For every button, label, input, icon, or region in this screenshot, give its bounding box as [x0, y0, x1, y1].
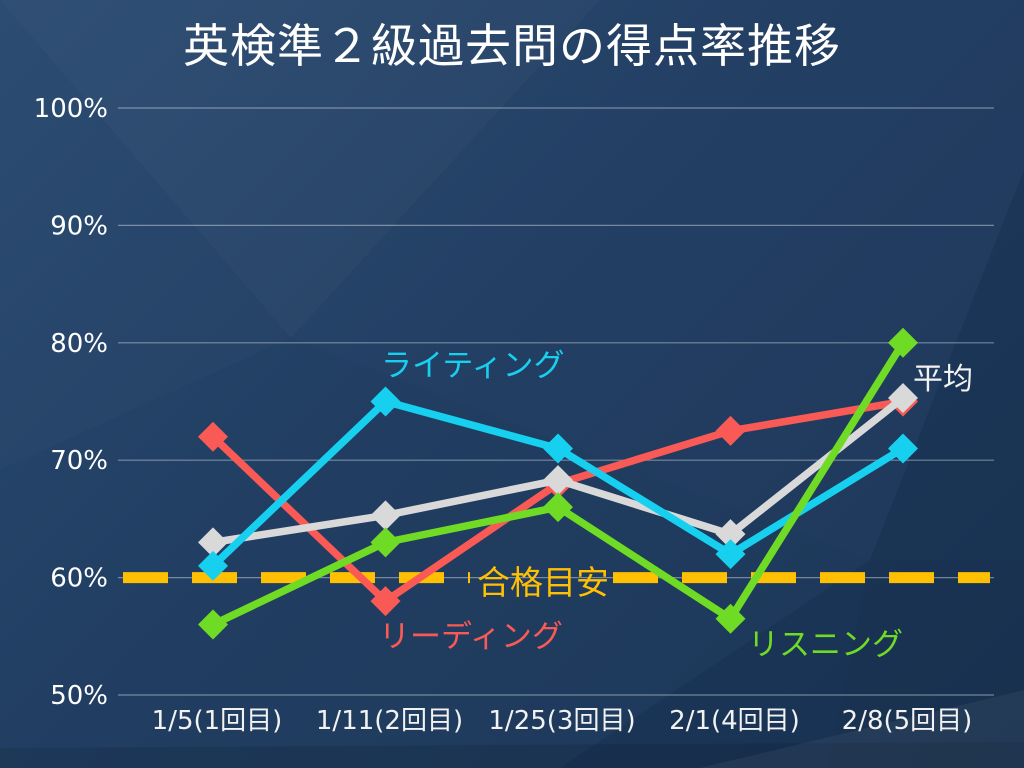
y-tick-label: 100% [34, 94, 108, 124]
threshold-label: 合格目安 [477, 563, 609, 602]
data-point [370, 586, 401, 617]
series-label-reading: リーディング [379, 619, 563, 655]
data-point [888, 433, 918, 464]
data-point [543, 433, 573, 464]
x-tick-label: 2/8(5回目) [842, 706, 973, 736]
data-point [543, 465, 573, 496]
y-tick-label: 90% [50, 211, 108, 241]
data-point [715, 415, 746, 446]
y-tick-label: 60% [50, 564, 108, 594]
x-tick-label: 1/5(1回目) [152, 706, 283, 736]
x-tick-label: 1/25(3回目) [488, 706, 635, 736]
data-point [198, 609, 228, 640]
x-tick-label: 2/1(4回目) [669, 706, 800, 736]
y-tick-label: 50% [50, 681, 108, 711]
chart-title: 英検準２級過去問の得点率推移 [183, 19, 841, 73]
data-point [715, 519, 746, 550]
data-point [543, 492, 573, 523]
data-point [370, 500, 401, 531]
data-point [370, 527, 401, 558]
data-point [888, 382, 918, 413]
y-tick-label: 70% [50, 446, 108, 476]
data-point [370, 386, 401, 417]
series-label-listening: リスニング [748, 627, 903, 663]
data-point [198, 527, 228, 558]
data-point [715, 603, 746, 634]
y-tick-label: 80% [50, 329, 108, 359]
data-point [888, 327, 918, 358]
series-label-writing: ライティング [381, 348, 565, 384]
series-label-average: 平均 [913, 362, 973, 397]
x-tick-label: 1/11(2回目) [316, 706, 463, 736]
data-point [715, 539, 746, 570]
data-point [198, 421, 228, 452]
data-point [198, 550, 228, 581]
